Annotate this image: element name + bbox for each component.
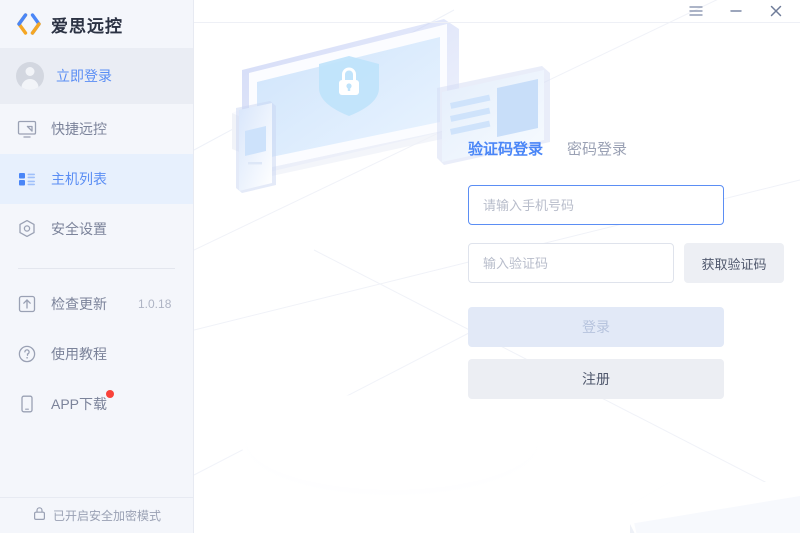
question-circle-icon bbox=[16, 343, 38, 365]
mobile-phone-icon bbox=[16, 393, 38, 415]
notification-badge-dot bbox=[106, 390, 115, 398]
close-icon[interactable] bbox=[768, 3, 784, 19]
isometric-monitor bbox=[242, 19, 459, 179]
phone-number-input[interactable] bbox=[468, 185, 724, 225]
remote-screen-icon bbox=[16, 118, 38, 140]
sidebar-item-label: APP下载 bbox=[51, 396, 108, 412]
upload-arrow-icon bbox=[16, 293, 38, 315]
isometric-cube bbox=[232, 98, 304, 163]
app-download-label-wrap: APP下载 bbox=[51, 390, 115, 414]
main-content: 验证码登录 密码登录 获取验证码 登录 注册 bbox=[194, 0, 800, 533]
user-avatar-icon bbox=[16, 62, 44, 90]
isometric-phone bbox=[236, 101, 276, 193]
security-mode-label: 已开启安全加密模式 bbox=[52, 509, 161, 523]
sidebar-divider bbox=[18, 268, 175, 269]
sidebar-item-security-settings[interactable]: 安全设置 bbox=[0, 204, 193, 254]
sidebar-footer-status: 已开启安全加密模式 bbox=[0, 497, 194, 533]
sidebar-item-label: 主机列表 bbox=[51, 171, 107, 187]
window-titlebar bbox=[194, 0, 800, 23]
sidebar-item-quick-remote[interactable]: 快捷远控 bbox=[0, 104, 193, 154]
sidebar-item-label: 快捷远控 bbox=[51, 121, 107, 137]
isometric-bar bbox=[630, 482, 800, 533]
verification-code-input[interactable] bbox=[468, 243, 674, 283]
sidebar-item-app-download[interactable]: APP下载 bbox=[0, 379, 193, 429]
sidebar-item-host-list[interactable]: 主机列表 bbox=[0, 154, 193, 204]
sidebar-account-login[interactable]: 立即登录 bbox=[0, 48, 193, 104]
tab-sms-login[interactable]: 验证码登录 bbox=[468, 141, 544, 158]
minimize-icon[interactable] bbox=[728, 3, 744, 19]
login-tabs: 验证码登录 密码登录 bbox=[468, 138, 724, 159]
register-button[interactable]: 注册 bbox=[468, 359, 724, 399]
sidebar-item-label: 使用教程 bbox=[51, 346, 107, 362]
shield-hex-icon bbox=[16, 218, 38, 240]
app-title: 爱思远控 bbox=[51, 16, 123, 36]
verification-code-row: 获取验证码 bbox=[468, 243, 784, 283]
sidebar-item-label: 检查更新 bbox=[51, 296, 107, 312]
sidebar: 爱思远控 立即登录 快捷远控 bbox=[0, 0, 194, 533]
sidebar-item-label: 安全设置 bbox=[51, 221, 107, 237]
app-version-label: 1.0.18 bbox=[138, 297, 172, 311]
lock-icon bbox=[33, 506, 46, 526]
get-verification-code-button[interactable]: 获取验证码 bbox=[684, 243, 784, 283]
login-panel: 验证码登录 密码登录 获取验证码 登录 注册 bbox=[468, 138, 784, 399]
sidebar-item-check-update[interactable]: 检查更新 1.0.18 bbox=[0, 279, 193, 329]
hamburger-menu-icon[interactable] bbox=[688, 3, 704, 19]
tab-password-login[interactable]: 密码登录 bbox=[567, 141, 628, 158]
code-brackets-logo-icon bbox=[16, 13, 42, 35]
shield-lock-icon bbox=[319, 56, 379, 116]
host-list-icon bbox=[16, 168, 38, 190]
app-logo: 爱思远控 bbox=[0, 0, 193, 48]
sidebar-item-tutorial[interactable]: 使用教程 bbox=[0, 329, 193, 379]
account-login-label: 立即登录 bbox=[56, 68, 112, 84]
login-button[interactable]: 登录 bbox=[468, 307, 724, 347]
